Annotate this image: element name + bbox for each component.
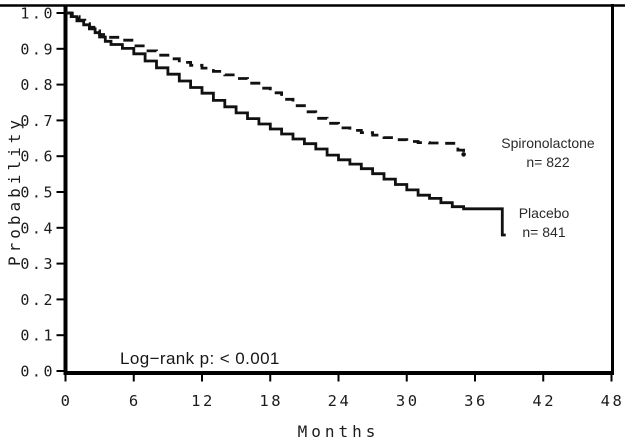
y-tick-label: 0.7 — [20, 112, 55, 130]
x-axis-title: Months — [297, 422, 380, 441]
y-tick-label: 0.8 — [20, 76, 55, 94]
y-tick-label: 0.3 — [20, 255, 55, 273]
series-name-spironolactone: Spironolactone — [501, 135, 595, 151]
y-tick-label: 0.0 — [20, 363, 55, 381]
y-tick-label: 1.0 — [20, 5, 55, 23]
y-tick-label: 0.4 — [20, 219, 55, 237]
x-tick-label: 6 — [129, 392, 141, 410]
curve-placebo — [65, 11, 506, 237]
x-tick-label: 12 — [191, 392, 215, 410]
y-tick-label: 0.2 — [20, 291, 55, 309]
x-tick-label: 30 — [396, 392, 420, 410]
x-tick-label: 0 — [61, 392, 73, 410]
series-label-spironolactone: Spironolactone n= 822 — [488, 134, 608, 172]
x-tick-label: 42 — [532, 392, 556, 410]
series-n-spironolactone: n= 822 — [526, 154, 570, 170]
y-tick-label: 0.1 — [20, 327, 55, 345]
y-tick-label: 0.6 — [20, 148, 55, 166]
curve-spironolactone — [65, 11, 465, 155]
x-tick-label: 48 — [601, 392, 625, 410]
y-axis-title: Probability — [5, 116, 24, 266]
x-tick-label: 36 — [464, 392, 488, 410]
series-label-placebo: Placebo n= 841 — [494, 204, 594, 242]
x-tick-label: 24 — [328, 392, 352, 410]
censor-dot-spironolactone — [461, 152, 466, 157]
series-n-placebo: n= 841 — [522, 224, 566, 240]
log-rank-p-annotation: Log−rank p: < 0.001 — [120, 349, 280, 368]
series-name-placebo: Placebo — [518, 205, 570, 221]
y-tick-label: 0.5 — [20, 184, 55, 202]
y-tick-label: 0.9 — [20, 40, 55, 58]
x-tick-label: 18 — [259, 392, 283, 410]
